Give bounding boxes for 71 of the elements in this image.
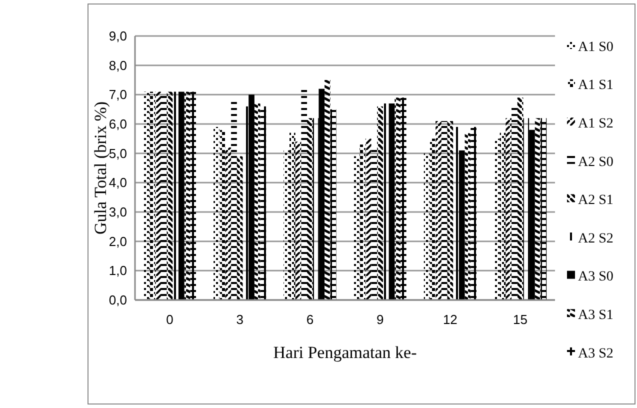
y-tick-label: 1,0	[108, 263, 127, 278]
bar	[284, 150, 290, 300]
bar	[190, 92, 196, 300]
bar	[254, 103, 260, 300]
x-tick-label: 6	[306, 312, 314, 327]
x-tick-label: 9	[376, 312, 384, 327]
bar	[219, 130, 226, 300]
y-tick-label: 3,0	[108, 204, 127, 220]
bar	[214, 126, 220, 300]
bar	[388, 103, 395, 300]
bar	[458, 150, 465, 300]
bar	[506, 118, 512, 300]
bar	[184, 92, 190, 300]
bar	[155, 92, 161, 300]
x-tick-label: 12	[442, 312, 458, 327]
bar	[260, 106, 266, 300]
legend-label: A2 S0	[578, 154, 614, 170]
bar	[365, 138, 372, 300]
bar	[178, 92, 184, 300]
x-tick-label: 0	[166, 312, 174, 327]
y-tick-label: 6,0	[108, 116, 127, 132]
y-tick-label: 2,0	[108, 234, 127, 249]
y-tick-label: 4,0	[108, 175, 127, 190]
bar	[464, 132, 471, 300]
bar	[360, 144, 366, 300]
bar	[529, 130, 535, 300]
legend-label: A2 S1	[578, 193, 614, 208]
bar	[394, 98, 401, 300]
bar	[307, 118, 313, 300]
bar	[447, 121, 454, 300]
bar	[318, 88, 325, 300]
legend-label: A3 S2	[578, 346, 614, 362]
bar	[377, 106, 383, 300]
bar	[149, 92, 156, 300]
bar	[166, 92, 173, 300]
legend-label: A3 S0	[578, 270, 614, 285]
bar	[494, 138, 500, 300]
bar	[534, 118, 541, 300]
bar	[424, 153, 430, 300]
bar	[523, 118, 530, 300]
bar	[540, 118, 547, 300]
x-tick-label: 3	[236, 312, 244, 327]
bar	[143, 92, 150, 300]
y-tick-label: 7,0	[108, 87, 127, 102]
y-tick-label: 0,0	[108, 292, 127, 308]
bar	[436, 121, 442, 300]
bar	[430, 138, 436, 300]
legend-label: A3 S1	[578, 308, 614, 323]
legend-label: A2 S2	[578, 231, 614, 246]
bar	[330, 109, 336, 300]
x-axis-title: Hari Pengamatan ke-	[273, 343, 418, 362]
bar	[400, 98, 406, 300]
legend-label: A1 S0	[578, 40, 614, 55]
bar	[248, 94, 254, 300]
y-tick-label: 5,0	[108, 146, 127, 161]
legend-label: A1 S1	[578, 78, 614, 94]
bar	[225, 147, 232, 300]
bar	[289, 132, 296, 300]
bar	[295, 142, 302, 300]
y-axis-title: Gula Total (brix %)	[91, 101, 110, 235]
y-tick-label: 8,0	[108, 58, 127, 73]
bar	[324, 80, 330, 300]
bar	[236, 156, 243, 300]
bar	[470, 126, 476, 300]
x-tick-label: 15	[513, 312, 528, 327]
bar	[517, 98, 524, 300]
bar	[312, 118, 319, 300]
legend-label: A1 S2	[578, 116, 614, 132]
y-tick-label: 9,0	[108, 28, 127, 44]
bar	[354, 156, 360, 300]
bar	[500, 132, 506, 300]
